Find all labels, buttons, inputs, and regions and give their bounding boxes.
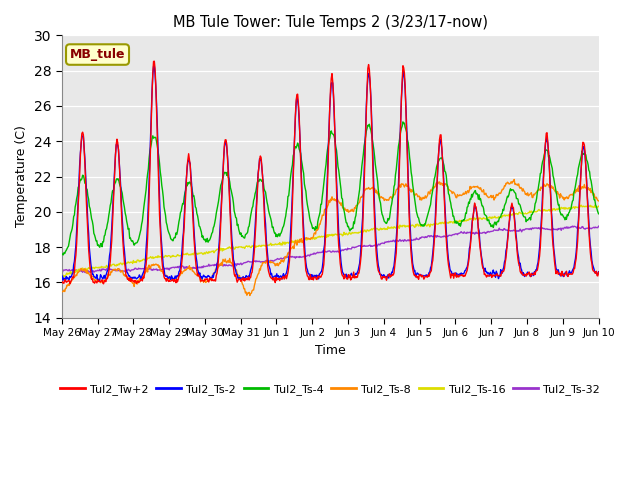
X-axis label: Time: Time [315,344,346,357]
Title: MB Tule Tower: Tule Temps 2 (3/23/17-now): MB Tule Tower: Tule Temps 2 (3/23/17-now… [173,15,488,30]
Legend: Tul2_Tw+2, Tul2_Ts-2, Tul2_Ts-4, Tul2_Ts-8, Tul2_Ts-16, Tul2_Ts-32: Tul2_Tw+2, Tul2_Ts-2, Tul2_Ts-4, Tul2_Ts… [56,380,605,399]
Y-axis label: Temperature (C): Temperature (C) [15,126,28,228]
Text: MB_tule: MB_tule [70,48,125,61]
